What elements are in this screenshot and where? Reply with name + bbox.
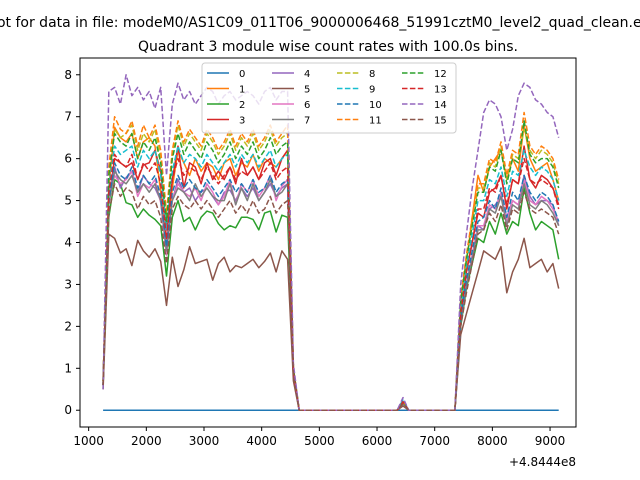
legend-label-15: 15 [434,116,447,127]
x-tick-label: 5000 [304,434,335,448]
legend-label-0: 0 [239,69,245,80]
y-tick-label: 0 [64,403,72,417]
legend-label-7: 7 [304,116,310,127]
x-offset-label: +4.8444e8 [509,455,576,469]
y-tick-label: 3 [64,277,72,291]
x-tick-label: 3000 [189,434,220,448]
legend-box [201,62,457,134]
legend-label-12: 12 [434,69,447,80]
y-tick-label: 7 [64,110,72,124]
axes-layer: 1000 2000 3000 4000 5000 6000 7000 8000 90000123… [64,68,565,448]
x-tick-label: 8000 [477,434,508,448]
legend-label-1: 1 [239,85,245,96]
series-line-15 [102,183,560,411]
y-tick-label: 4 [64,236,72,250]
y-tick-label: 2 [64,319,72,333]
x-tick-label: 4000 [246,434,277,448]
figure-suptitle: Plot for data in file: modeM0/AS1C09_011… [0,15,640,31]
series-line-12 [102,120,560,411]
legend-label-2: 2 [239,100,245,111]
legend-label-3: 3 [239,116,245,127]
legend-label-8: 8 [369,69,375,80]
x-tick-label: 7000 [419,434,450,448]
legend-label-4: 4 [304,69,310,80]
legend-label-6: 6 [304,100,310,111]
legend-label-9: 9 [369,85,375,96]
x-tick-label: 1000 [73,434,104,448]
legend-label-14: 14 [434,100,447,111]
series-line-13 [102,153,560,411]
legend-label-10: 10 [369,100,382,111]
legend-label-13: 13 [434,85,447,96]
y-tick-label: 5 [64,194,72,208]
chart-title: Quadrant 3 module wise count rates with … [138,39,518,55]
x-tick-label: 6000 [362,434,393,448]
y-tick-label: 1 [64,361,72,375]
x-tick-label: 9000 [535,434,566,448]
x-tick-label: 2000 [131,434,162,448]
series-layer [102,74,560,411]
y-tick-label: 6 [64,152,72,166]
y-tick-label: 8 [64,68,72,82]
legend-label-5: 5 [304,85,310,96]
series-line-9 [102,145,560,411]
legend-label-11: 11 [369,116,382,127]
